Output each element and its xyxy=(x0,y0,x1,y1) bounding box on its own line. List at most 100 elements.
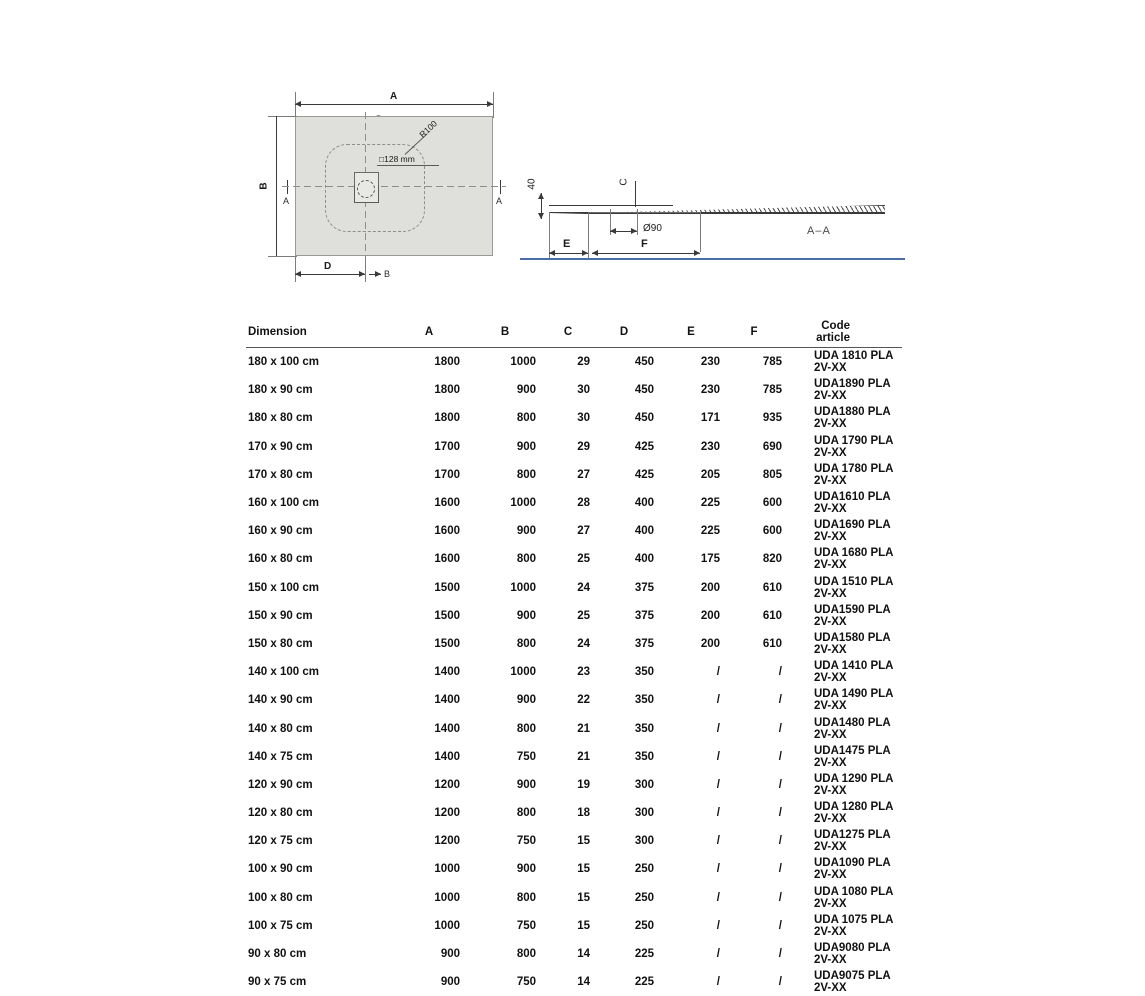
sec-a-right-line xyxy=(500,180,501,194)
recess-bottom xyxy=(588,212,700,213)
cell-code: UDA 1080 PLA 2V-XX xyxy=(788,884,902,912)
cell-b: 800 xyxy=(474,714,546,742)
cell-b: 750 xyxy=(474,912,546,940)
dim-arrow-thickness-bottom xyxy=(538,213,544,219)
ext-line-b-bottom xyxy=(268,256,297,257)
cell-f: / xyxy=(726,884,788,912)
cell-dimension: 180 x 90 cm xyxy=(246,376,398,404)
cell-dimension: 140 x 90 cm xyxy=(246,686,398,714)
cell-b: 750 xyxy=(474,743,546,771)
cell-e: 200 xyxy=(662,602,726,630)
cell-b: 750 xyxy=(474,827,546,855)
cell-f: / xyxy=(726,827,788,855)
cell-d: 250 xyxy=(594,855,662,883)
cell-a: 1400 xyxy=(398,743,474,771)
dim-arrow-e-left xyxy=(549,250,555,256)
cell-c: 28 xyxy=(546,489,594,517)
cell-code: UDA 1780 PLA 2V-XX xyxy=(788,461,902,489)
dim-label-f: F xyxy=(641,239,648,250)
section-view: 40 C Ø90 E F A–A xyxy=(525,165,905,280)
dim-label-c: C xyxy=(620,178,630,185)
cell-code: UDA 1075 PLA 2V-XX xyxy=(788,912,902,940)
cell-c: 30 xyxy=(546,376,594,404)
cell-e: / xyxy=(662,771,726,799)
cell-c: 15 xyxy=(546,855,594,883)
cell-dimension: 170 x 80 cm xyxy=(246,461,398,489)
cell-d: 375 xyxy=(594,602,662,630)
col-header-dimension: Dimension xyxy=(246,318,398,348)
cell-a: 1000 xyxy=(398,855,474,883)
cell-d: 350 xyxy=(594,743,662,771)
cell-d: 375 xyxy=(594,630,662,658)
cell-a: 1800 xyxy=(398,404,474,432)
cell-dimension: 120 x 90 cm xyxy=(246,771,398,799)
cell-dimension: 180 x 100 cm xyxy=(246,348,398,377)
cell-e: 230 xyxy=(662,376,726,404)
cell-d: 450 xyxy=(594,376,662,404)
cell-a: 1600 xyxy=(398,545,474,573)
cell-b: 800 xyxy=(474,630,546,658)
cell-c: 23 xyxy=(546,658,594,686)
cell-c: 14 xyxy=(546,968,594,996)
dim-label-a: A xyxy=(390,92,397,102)
cell-d: 350 xyxy=(594,714,662,742)
cell-f: 600 xyxy=(726,517,788,545)
cell-b: 900 xyxy=(474,771,546,799)
cell-b: 900 xyxy=(474,517,546,545)
col-header-c: C xyxy=(546,318,594,348)
ext-line-b-top xyxy=(268,116,297,117)
drain-callout-leader xyxy=(377,165,439,166)
cell-e: 200 xyxy=(662,630,726,658)
cell-code: UDA1690 PLA 2V-XX xyxy=(788,517,902,545)
cell-e: / xyxy=(662,686,726,714)
cell-c: 15 xyxy=(546,912,594,940)
cell-c: 15 xyxy=(546,884,594,912)
cell-b: 900 xyxy=(474,376,546,404)
cell-b: 800 xyxy=(474,545,546,573)
cell-c: 27 xyxy=(546,517,594,545)
dim-arrow-a-left xyxy=(295,101,301,107)
cell-a: 900 xyxy=(398,968,474,996)
cell-c: 24 xyxy=(546,574,594,602)
cell-e: / xyxy=(662,912,726,940)
dim-label-e: E xyxy=(563,239,570,250)
dim-arrow-f-right xyxy=(694,250,700,256)
drain-circle xyxy=(357,180,375,198)
sec-a-left-line xyxy=(287,180,288,194)
cell-a: 1200 xyxy=(398,799,474,827)
plan-view: A B B A A □128 mm R100 xyxy=(262,88,522,288)
dim-line-b xyxy=(276,116,277,256)
dimension-table: Dimension A B C D E F Code article 180 x… xyxy=(246,318,902,996)
sec-b-bottom-arrow xyxy=(375,271,381,277)
cell-d: 300 xyxy=(594,799,662,827)
cell-code: UDA 1490 PLA 2V-XX xyxy=(788,686,902,714)
cell-a: 1600 xyxy=(398,489,474,517)
cell-dimension: 150 x 100 cm xyxy=(246,574,398,602)
cell-dimension: 100 x 80 cm xyxy=(246,884,398,912)
cell-f: 805 xyxy=(726,461,788,489)
cell-code: UDA1090 PLA 2V-XX xyxy=(788,855,902,883)
sec-a-left-label: A xyxy=(283,196,289,206)
cell-d: 425 xyxy=(594,433,662,461)
cell-c: 29 xyxy=(546,433,594,461)
cell-code: UDA1880 PLA 2V-XX xyxy=(788,404,902,432)
cell-code: UDA 1680 PLA 2V-XX xyxy=(788,545,902,573)
drain-callout-label: □128 mm xyxy=(379,154,415,164)
cell-f: / xyxy=(726,686,788,714)
ext-line-e-right xyxy=(588,212,589,260)
technical-drawing: A B B A A □128 mm R100 xyxy=(0,0,1145,300)
cell-a: 1700 xyxy=(398,433,474,461)
col-header-d: D xyxy=(594,318,662,348)
cell-a: 1200 xyxy=(398,771,474,799)
cell-f: / xyxy=(726,912,788,940)
cell-b: 800 xyxy=(474,799,546,827)
cell-e: / xyxy=(662,827,726,855)
ext-line-dia-right xyxy=(637,209,638,235)
